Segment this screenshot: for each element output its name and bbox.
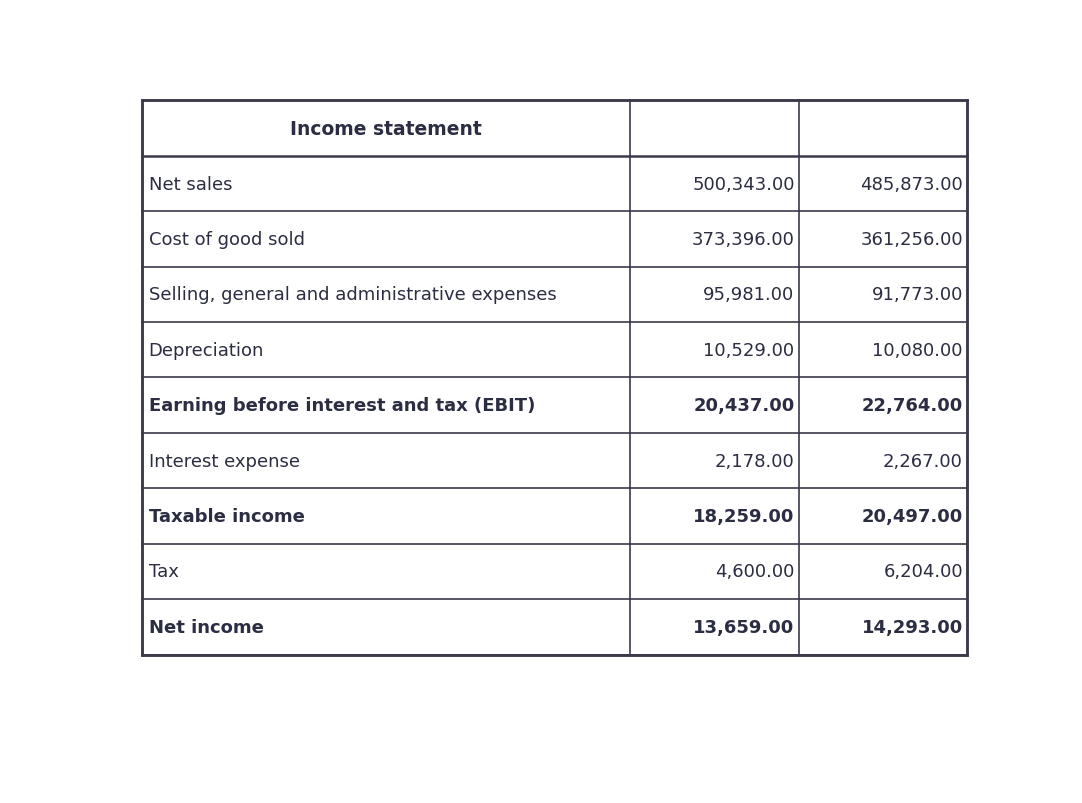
Text: 20,497.00: 20,497.00: [861, 507, 963, 525]
Text: 10,529.00: 10,529.00: [703, 341, 794, 359]
Text: 20,437.00: 20,437.00: [694, 397, 794, 414]
Text: Depreciation: Depreciation: [148, 341, 264, 359]
Text: 373,396.00: 373,396.00: [691, 230, 794, 249]
Text: 2,178.00: 2,178.00: [715, 452, 794, 470]
Text: 22,764.00: 22,764.00: [861, 397, 963, 414]
Text: 2,267.00: 2,267.00: [883, 452, 963, 470]
Text: Tax: Tax: [148, 563, 179, 581]
Text: 13,659.00: 13,659.00: [694, 618, 794, 636]
Text: 14,293.00: 14,293.00: [861, 618, 963, 636]
Text: Cost of good sold: Cost of good sold: [148, 230, 305, 249]
Bar: [142, 101, 967, 654]
Text: Taxable income: Taxable income: [148, 507, 304, 525]
Text: Net sales: Net sales: [148, 175, 233, 194]
Text: Interest expense: Interest expense: [148, 452, 300, 470]
Text: 485,873.00: 485,873.00: [860, 175, 963, 194]
Text: 361,256.00: 361,256.00: [860, 230, 963, 249]
Text: 95,981.00: 95,981.00: [703, 286, 794, 304]
Text: Net income: Net income: [148, 618, 264, 636]
Text: 500,343.00: 500,343.00: [692, 175, 794, 194]
Bar: [142, 101, 967, 654]
Text: 4,600.00: 4,600.00: [715, 563, 794, 581]
Text: 91,773.00: 91,773.00: [871, 286, 963, 304]
Text: Selling, general and administrative expenses: Selling, general and administrative expe…: [148, 286, 556, 304]
Text: 6,204.00: 6,204.00: [883, 563, 963, 581]
Text: 10,080.00: 10,080.00: [872, 341, 963, 359]
Text: Earning before interest and tax (EBIT): Earning before interest and tax (EBIT): [148, 397, 535, 414]
Text: Income statement: Income statement: [290, 120, 483, 138]
Text: 18,259.00: 18,259.00: [694, 507, 794, 525]
